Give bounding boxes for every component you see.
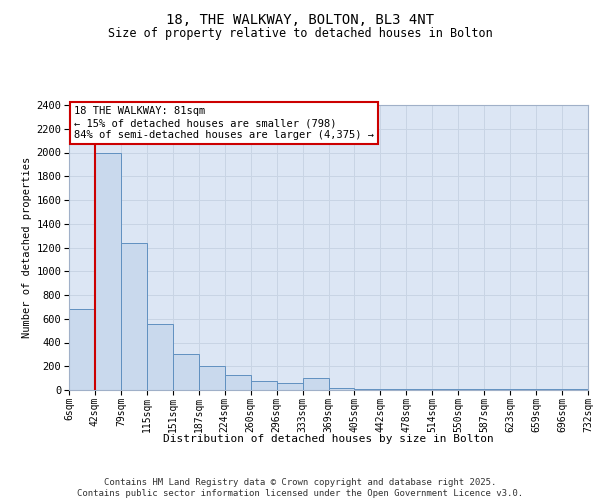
Text: 18, THE WALKWAY, BOLTON, BL3 4NT: 18, THE WALKWAY, BOLTON, BL3 4NT <box>166 12 434 26</box>
Bar <box>173 354 199 390</box>
Bar <box>69 309 95 390</box>
Text: 18 THE WALKWAY: 81sqm
← 15% of detached houses are smaller (798)
84% of semi-det: 18 THE WALKWAY: 81sqm ← 15% of detached … <box>74 106 374 140</box>
Bar <box>225 374 251 390</box>
Text: Contains HM Land Registry data © Crown copyright and database right 2025.
Contai: Contains HM Land Registry data © Crown c… <box>77 478 523 498</box>
Bar <box>329 388 355 390</box>
Bar <box>95 152 121 390</box>
Bar <box>302 378 329 390</box>
X-axis label: Distribution of detached houses by size in Bolton: Distribution of detached houses by size … <box>163 434 494 444</box>
Bar <box>251 380 277 390</box>
Bar <box>199 366 224 390</box>
Y-axis label: Number of detached properties: Number of detached properties <box>22 157 32 338</box>
Bar <box>147 324 173 390</box>
Bar <box>121 243 147 390</box>
Text: Size of property relative to detached houses in Bolton: Size of property relative to detached ho… <box>107 28 493 40</box>
Bar <box>277 383 302 390</box>
